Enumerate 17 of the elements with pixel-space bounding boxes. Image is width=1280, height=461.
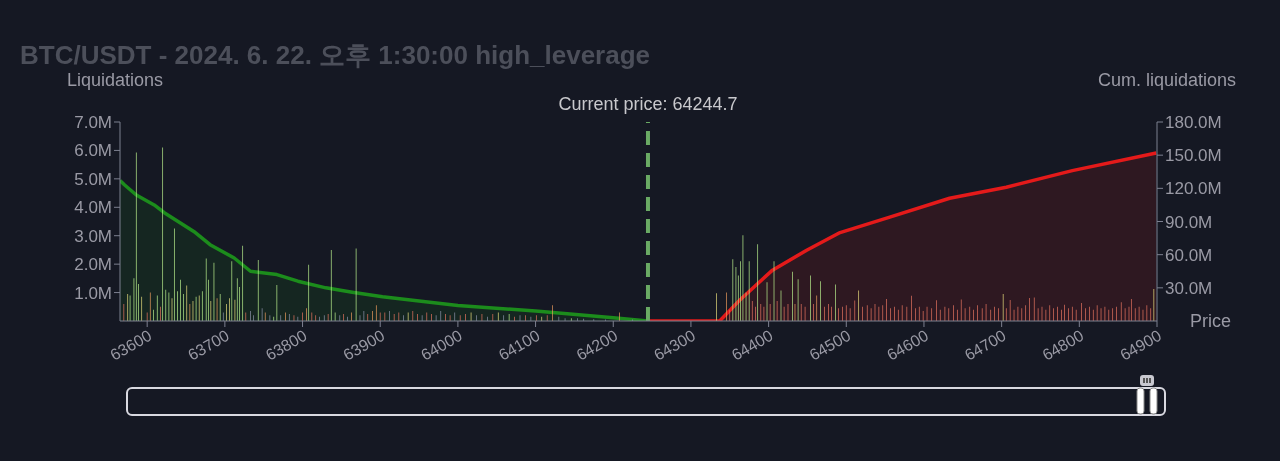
y2-tick-label: 120.0M: [1165, 179, 1222, 199]
y2-tick-label: 90.0M: [1165, 212, 1213, 232]
y2-tick-label: 30.0M: [1165, 278, 1213, 298]
y2-axis-title: Cum. liquidations: [1097, 70, 1236, 91]
y-tick-label: 5.0M: [74, 169, 112, 189]
y-tick-label: 4.0M: [74, 198, 112, 218]
y2-tick-label: 150.0M: [1165, 146, 1222, 166]
y-tick-label: 2.0M: [74, 255, 112, 275]
y2-tick-label: 60.0M: [1165, 245, 1213, 265]
y-tick-label: 6.0M: [74, 141, 112, 161]
y-tick-label: 3.0M: [74, 226, 112, 246]
y-tick-label: 7.0M: [74, 113, 112, 133]
x-axis-title: Price: [1190, 311, 1232, 332]
ref-line-label: Current price: 64244.7: [558, 94, 738, 114]
y-tick-label: 1.0M: [74, 283, 112, 303]
y2-tick-label: 180.0M: [1165, 113, 1222, 133]
y-axis-title: Liquidations: [67, 70, 164, 91]
